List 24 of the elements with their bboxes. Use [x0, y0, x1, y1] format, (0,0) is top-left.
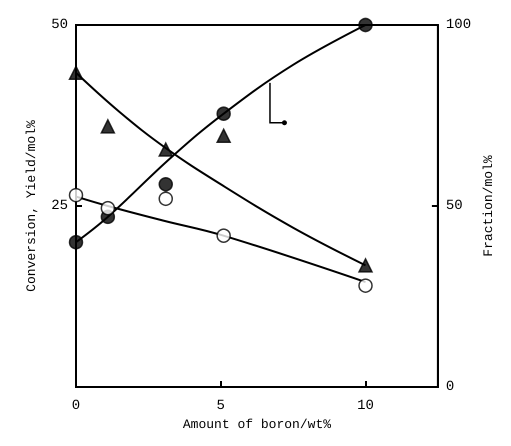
point: [216, 228, 231, 243]
point: [158, 142, 173, 157]
point: [216, 106, 231, 121]
x-tick-label: 0: [72, 398, 80, 414]
point: [216, 128, 231, 144]
x-tick-label: 5: [216, 398, 225, 414]
point: [358, 258, 373, 273]
y-tick-label: 25: [51, 198, 68, 214]
point: [68, 234, 84, 250]
x-tick-label: 10: [357, 398, 374, 414]
y2-tick-label: 50: [446, 198, 463, 214]
y2-axis-title: Fraction/mol%: [481, 155, 496, 257]
point: [358, 18, 373, 32]
y2-tick-label: 100: [446, 17, 472, 33]
point: [100, 119, 116, 134]
point: [158, 177, 173, 192]
point: [158, 192, 173, 206]
y2-tick-label: 0: [446, 379, 454, 395]
point: [358, 278, 373, 293]
point: [100, 200, 116, 216]
point: [68, 66, 84, 80]
point: [68, 188, 84, 202]
y-axis-title: Conversion, Yield/mol%: [24, 120, 39, 292]
x-axis-title: Amount of boron/wt%: [182, 416, 332, 432]
